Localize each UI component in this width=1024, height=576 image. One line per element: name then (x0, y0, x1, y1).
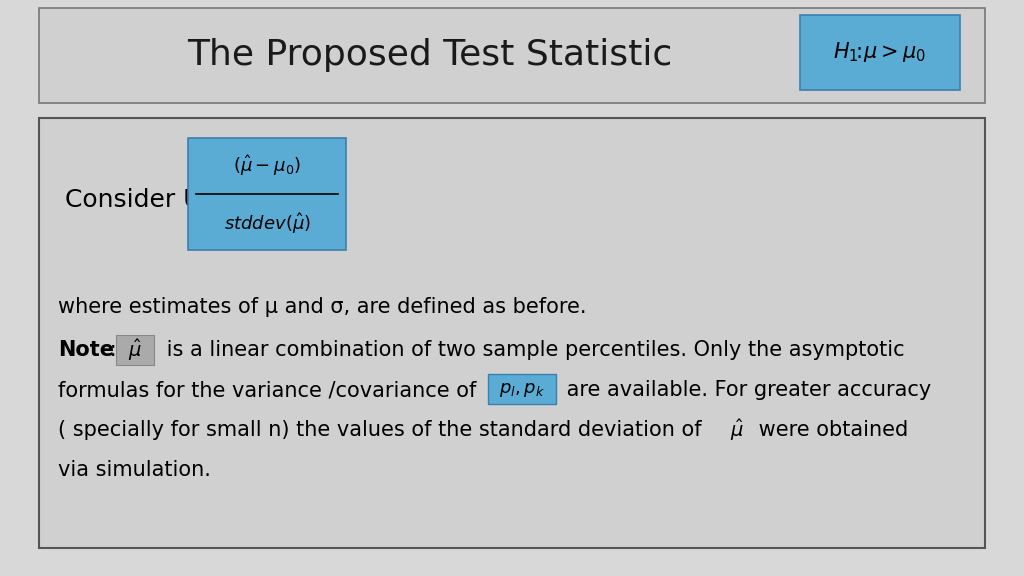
Text: :: : (103, 340, 123, 360)
Text: formulas for the variance /covariance of: formulas for the variance /covariance of (58, 380, 476, 400)
Text: is a linear combination of two sample percentiles. Only the asymptotic: is a linear combination of two sample pe… (160, 340, 904, 360)
Bar (188, 138, 346, 250)
Text: via simulation.: via simulation. (58, 460, 211, 480)
Bar (488, 374, 556, 404)
Text: $\hat{\mu}$: $\hat{\mu}$ (128, 337, 142, 363)
Text: The Proposed Test Statistic: The Proposed Test Statistic (187, 39, 673, 73)
Text: Consider U=: Consider U= (65, 188, 222, 212)
Text: are available. For greater accuracy: are available. For greater accuracy (560, 380, 931, 400)
Text: ( specially for small n) the values of the standard deviation of: ( specially for small n) the values of t… (58, 420, 701, 440)
Text: Note: Note (58, 340, 114, 360)
Text: $p_l, p_k$: $p_l, p_k$ (499, 381, 545, 399)
Bar (116, 335, 154, 365)
Text: $stddev(\hat{\mu})$: $stddev(\hat{\mu})$ (223, 211, 310, 236)
Text: $H_1\!\!:\!\mu > \mu_0$: $H_1\!\!:\!\mu > \mu_0$ (834, 40, 927, 65)
Text: where estimates of μ and σ, are defined as before.: where estimates of μ and σ, are defined … (58, 297, 587, 317)
Text: were obtained: were obtained (752, 420, 908, 440)
Text: $\hat{\mu}$: $\hat{\mu}$ (730, 417, 743, 443)
Bar (39, 118, 985, 548)
Bar (39, 8, 985, 103)
Text: $(\hat{\mu} - \mu_0)$: $(\hat{\mu} - \mu_0)$ (233, 154, 301, 179)
Bar (800, 15, 961, 90)
